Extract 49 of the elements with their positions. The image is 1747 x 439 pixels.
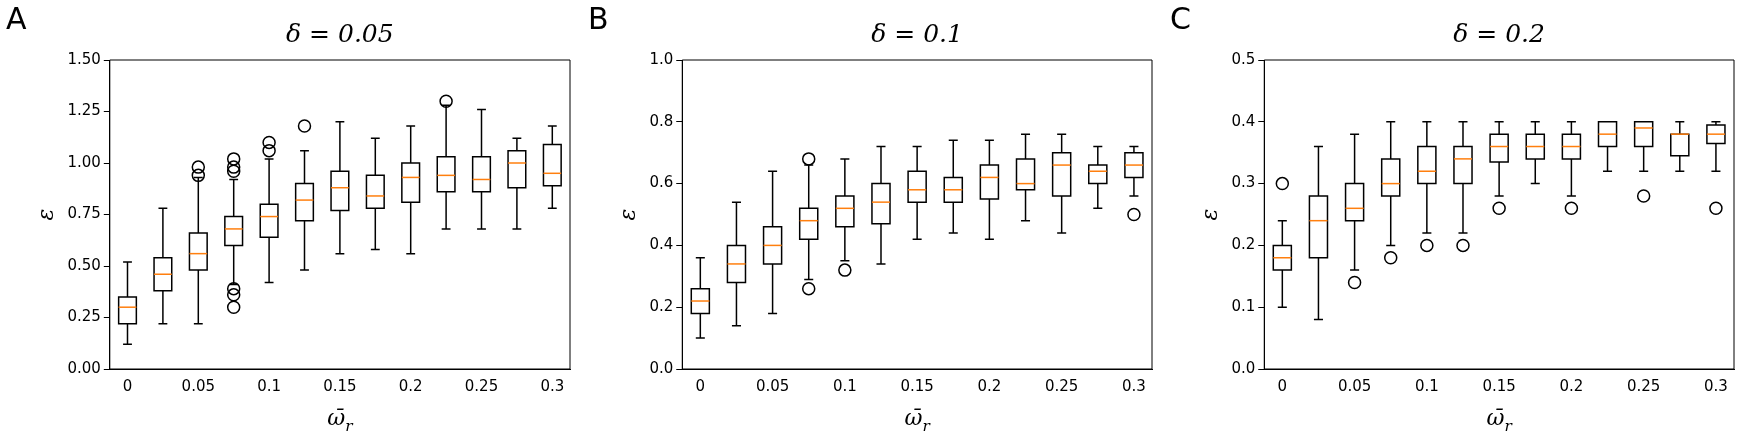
x-tick-label: 0.05 — [755, 376, 790, 395]
chart-title: δ = 0.05 — [286, 19, 394, 48]
y-axis-title: ε — [614, 208, 640, 221]
y-tick-label: 1.0 — [649, 49, 674, 68]
x-tick-label: 0.25 — [464, 376, 499, 395]
y-axis-title: ε — [32, 208, 58, 221]
x-tick-label: 0 — [122, 376, 133, 395]
y-tick-label: 0.0 — [1231, 358, 1256, 377]
x-tick-label: 0.1 — [1414, 376, 1439, 395]
x-tick-label: 0.3 — [1122, 376, 1146, 395]
chart-title: δ = 0.2 — [1453, 19, 1545, 48]
text: B — [588, 0, 609, 36]
y-axis-title: ε — [1196, 208, 1222, 221]
x-tick-label: 0.1 — [257, 376, 282, 395]
y-tick-label: 0.6 — [649, 173, 674, 192]
y-tick-label: 0.1 — [1231, 297, 1256, 316]
x-tick-label: 0 — [1277, 376, 1288, 395]
y-tick-label: 0.0 — [649, 358, 674, 377]
y-tick-label: 0.8 — [649, 111, 674, 130]
y-tick-label: 0.00 — [67, 358, 101, 377]
y-tick-label: 0.5 — [1231, 49, 1256, 68]
x-tick-label: 0.3 — [1704, 376, 1728, 395]
chart-title: δ = 0.1 — [871, 19, 963, 48]
y-tick-label: 1.25 — [67, 101, 101, 120]
x-tick-label: 0.25 — [1044, 376, 1079, 395]
x-tick-label: 0.2 — [1559, 376, 1584, 395]
y-tick-label: 0.25 — [67, 307, 101, 326]
x-tick-label: 0.2 — [977, 376, 1002, 395]
y-tick-label: 0.3 — [1231, 173, 1256, 192]
y-tick-label: 1.50 — [67, 49, 101, 68]
x-tick-label: 0.15 — [1482, 376, 1516, 395]
x-tick-label: 0.15 — [900, 376, 934, 395]
x-tick-label: 0.15 — [323, 376, 357, 395]
y-tick-label: 0.4 — [649, 235, 674, 254]
y-tick-label: 0.2 — [649, 297, 674, 316]
x-tick-label: 0.1 — [832, 376, 857, 395]
x-tick-label: 0.05 — [181, 376, 215, 395]
y-tick-label: 0.75 — [67, 204, 101, 223]
x-tick-label: 0.2 — [398, 376, 423, 395]
y-tick-label: 0.2 — [1231, 235, 1256, 254]
x-tick-label: 0.25 — [1626, 376, 1661, 395]
y-tick-label: 0.4 — [1231, 111, 1256, 130]
y-tick-label: 0.50 — [67, 255, 101, 274]
x-tick-label: 0.3 — [540, 376, 565, 395]
text: A — [6, 0, 27, 36]
y-tick-label: 1.00 — [67, 152, 101, 171]
x-tick-label: 0 — [695, 376, 706, 395]
text: C — [1170, 0, 1191, 36]
x-tick-label: 0.05 — [1337, 376, 1372, 395]
